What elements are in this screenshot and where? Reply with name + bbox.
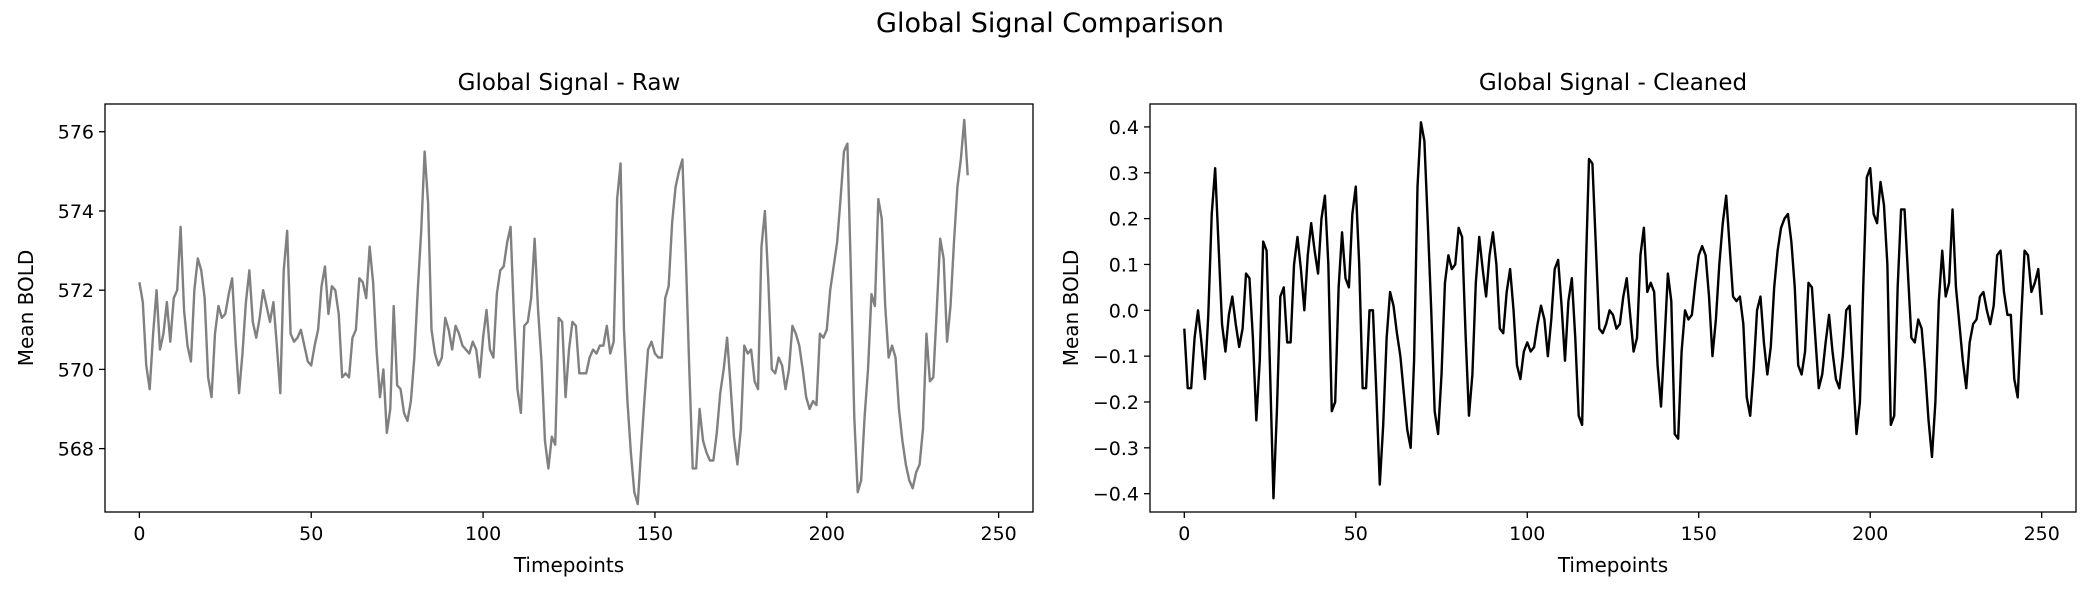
- cleaned-y-tick-label: −0.3: [1093, 438, 1139, 460]
- raw-y-tick-label: 576: [58, 122, 94, 144]
- cleaned-x-tick-label: 0: [1178, 523, 1190, 545]
- raw-plot-area: 0 50 100 150 200 250 568 570 572 574 576: [58, 103, 1034, 545]
- raw-x-axis-label: Timepoints: [513, 553, 624, 577]
- raw-x-tick-label: 150: [637, 523, 673, 545]
- raw-y-axis-label: Mean BOLD: [14, 250, 38, 367]
- raw-chart-title: Global Signal - Raw: [458, 70, 681, 96]
- cleaned-y-tick-label: 0.2: [1109, 209, 1139, 231]
- raw-signal-panel: Global Signal - Raw Timepoints Mean BOLD…: [14, 70, 1034, 577]
- cleaned-y-tick-label: 0.3: [1109, 163, 1139, 185]
- raw-x-tick-label: 0: [133, 523, 145, 545]
- raw-y-tick-label: 568: [58, 439, 94, 461]
- cleaned-y-tick-label: 0.1: [1109, 254, 1139, 276]
- raw-y-tick-label: 574: [58, 201, 94, 223]
- cleaned-x-tick-label: 50: [1344, 523, 1368, 545]
- cleaned-y-tick-label: −0.1: [1093, 346, 1139, 368]
- cleaned-axes-frame: [1149, 103, 2077, 513]
- raw-x-tick-label: 50: [299, 523, 323, 545]
- figure-title: Global Signal Comparison: [876, 8, 1224, 39]
- cleaned-y-tick-label: 0.0: [1109, 300, 1139, 322]
- cleaned-y-tick-label: 0.4: [1109, 117, 1139, 139]
- cleaned-y-axis-label: Mean BOLD: [1059, 250, 1083, 367]
- cleaned-signal-panel: Global Signal - Cleaned Timepoints Mean …: [1059, 70, 2077, 577]
- raw-axes-frame: [104, 103, 1034, 513]
- cleaned-plot-area: 0 50 100 150 200 250 −0.4 −0.3 −0.2 −0.1 0.0 0.1 0.2…: [1093, 103, 2077, 545]
- cleaned-y-tick-label: −0.2: [1093, 392, 1139, 414]
- raw-signal-line: [138, 118, 969, 506]
- raw-y-tick-label: 572: [58, 280, 94, 302]
- cleaned-x-axis-label: Timepoints: [1557, 553, 1668, 577]
- raw-x-tick-label: 100: [465, 523, 501, 545]
- cleaned-signal-line: [1183, 121, 2043, 500]
- raw-x-tick-label: 200: [809, 523, 845, 545]
- raw-y-tick-label: 570: [58, 359, 94, 381]
- cleaned-x-tick-label: 250: [2024, 523, 2060, 545]
- cleaned-x-tick-label: 200: [1852, 523, 1888, 545]
- cleaned-x-tick-label: 100: [1509, 523, 1545, 545]
- raw-x-tick-label: 250: [980, 523, 1016, 545]
- cleaned-y-tick-label: −0.4: [1093, 484, 1139, 506]
- cleaned-x-tick-label: 150: [1681, 523, 1717, 545]
- cleaned-chart-title: Global Signal - Cleaned: [1479, 70, 1747, 96]
